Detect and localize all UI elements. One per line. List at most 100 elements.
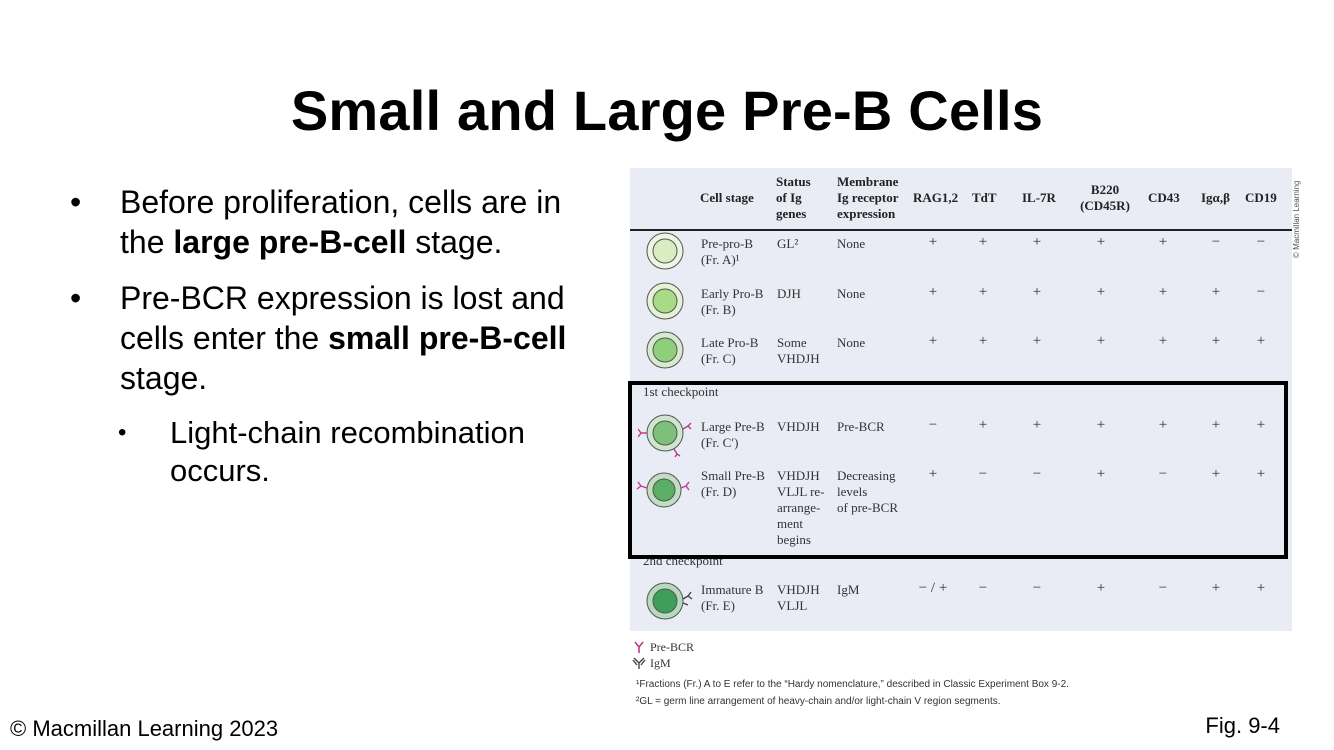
marker-value: + bbox=[1096, 580, 1106, 596]
cell-icon-pre-pro-b bbox=[646, 232, 684, 270]
marker-value: + bbox=[1096, 333, 1106, 349]
header-membrane-1: Membrane bbox=[837, 174, 899, 189]
marker-value: + bbox=[1211, 417, 1221, 433]
row-status-line: ment bbox=[777, 516, 803, 531]
marker-value: + bbox=[1096, 284, 1106, 300]
header-cell-stage: Cell stage bbox=[700, 190, 754, 205]
marker-value: + bbox=[1256, 333, 1266, 349]
header-b220-1: B220 bbox=[1090, 182, 1120, 197]
marker-value: − bbox=[928, 417, 938, 433]
marker-value: + bbox=[928, 234, 938, 250]
bullet-1: • Before proliferation, cells are in the… bbox=[70, 182, 610, 262]
header-b220-2: (CD45R) bbox=[1080, 198, 1130, 213]
header-cd19: CD19 bbox=[1245, 190, 1277, 205]
marker-value: − bbox=[978, 580, 988, 596]
cell-icon-late-pro-b bbox=[646, 331, 684, 369]
header-status-3: genes bbox=[776, 206, 807, 221]
row-status-line: VLJL re- bbox=[777, 484, 825, 499]
row-stage-line: Early Pro-B bbox=[701, 286, 764, 301]
header-il7r: IL-7R bbox=[1022, 190, 1056, 205]
bullet-dot: • bbox=[70, 280, 82, 316]
copyright: © Macmillan Learning 2023 bbox=[10, 716, 279, 741]
cell-icon-immature-b bbox=[646, 582, 693, 620]
row-status-line: VLJL bbox=[777, 598, 808, 613]
marker-value: + bbox=[1096, 234, 1106, 250]
marker-value: + bbox=[1032, 333, 1042, 349]
marker-value: − bbox=[1032, 466, 1042, 482]
marker-value: + bbox=[1096, 417, 1106, 433]
marker-value: + bbox=[1211, 284, 1221, 300]
row-membrane-line: Pre-BCR bbox=[837, 419, 885, 434]
bullet-2: • Pre-BCR expression is lost and cells e… bbox=[70, 278, 610, 398]
row-membrane: None bbox=[837, 335, 865, 351]
sub-bullet-1-text: Light-chain recombination occurs. bbox=[170, 415, 525, 488]
row-stage-line: Small Pre-B bbox=[701, 468, 765, 483]
marker-value: + bbox=[1211, 580, 1221, 596]
bullet-1-text-b: stage. bbox=[406, 224, 503, 260]
marker-value: + bbox=[1211, 333, 1221, 349]
marker-value: + bbox=[1032, 417, 1042, 433]
bullet-1-bold: large pre-B-cell bbox=[173, 224, 407, 260]
header-status-1: Status bbox=[776, 174, 811, 189]
row-status-line: VHDJH bbox=[777, 419, 820, 434]
row-status-line: begins bbox=[777, 532, 811, 547]
pre-bcr-legend-icon bbox=[634, 641, 644, 653]
marker-value: − bbox=[1032, 580, 1042, 596]
row-membrane-line: None bbox=[837, 335, 866, 350]
row-stage: Large Pre-B (Fr. C′) bbox=[701, 419, 765, 451]
side-credit: © Macmillan Learning bbox=[1292, 172, 1306, 262]
marker-value: + bbox=[1032, 234, 1042, 250]
marker-value: − bbox=[1158, 580, 1168, 596]
legend-igm: IgM bbox=[650, 656, 671, 670]
row-stage: Pre-pro-B (Fr. A)¹ bbox=[701, 236, 753, 268]
figure-number: Fig. 9-4 bbox=[1205, 713, 1280, 738]
row-stage-line: (Fr. C′) bbox=[701, 435, 739, 450]
header-cd43: CD43 bbox=[1148, 190, 1180, 205]
header-status: Status of Ig genes bbox=[776, 174, 811, 222]
row-status: GL² bbox=[777, 236, 798, 252]
marker-value: + bbox=[1096, 466, 1106, 482]
bullet-dot: • bbox=[70, 184, 82, 220]
marker-value: + bbox=[1256, 580, 1266, 596]
sub-bullet-1: • Light-chain recombination occurs. bbox=[70, 414, 610, 490]
marker-value: + bbox=[978, 284, 988, 300]
igm-legend-icon bbox=[632, 657, 646, 669]
row-status: VHDJH bbox=[777, 419, 820, 435]
cell-icon-large-pre-b bbox=[638, 414, 692, 458]
row-status-line: VHDJH bbox=[777, 582, 820, 597]
row-stage-line: (Fr. C) bbox=[701, 351, 736, 366]
row-stage: Early Pro-B (Fr. B) bbox=[701, 286, 763, 318]
marker-value: + bbox=[928, 284, 938, 300]
row-status: VHDJH VLJL re-arrange-ment begins bbox=[777, 468, 825, 548]
header-b220: B220 (CD45R) bbox=[1077, 182, 1133, 214]
marker-value: + bbox=[1256, 466, 1266, 482]
row-stage-line: (Fr. D) bbox=[701, 484, 737, 499]
bullet-2-text-b: stage. bbox=[120, 360, 208, 396]
row-status: VHDJH VLJL bbox=[777, 582, 820, 614]
bullet-list: • Before proliferation, cells are in the… bbox=[70, 182, 610, 490]
row-membrane: Pre-BCR bbox=[837, 419, 885, 435]
header-rag: RAG1,2 bbox=[913, 190, 959, 205]
marker-value: − bbox=[1211, 234, 1221, 250]
marker-value: + bbox=[1256, 417, 1266, 433]
cell-icon-small-pre-b bbox=[636, 472, 690, 508]
marker-value: − bbox=[1158, 466, 1168, 482]
checkpoint-1-label: 1st checkpoint bbox=[643, 384, 719, 399]
legend-pre-bcr: Pre-BCR bbox=[650, 640, 695, 654]
row-membrane-line: IgM bbox=[837, 582, 860, 597]
header-membrane: Membrane Ig receptor expression bbox=[837, 174, 898, 222]
row-stage-line: (Fr. E) bbox=[701, 598, 735, 613]
marker-value: + bbox=[978, 417, 988, 433]
marker-value: − / + bbox=[918, 580, 948, 596]
checkpoint-highlight-box bbox=[628, 381, 1288, 559]
bullet-2-text-a: Pre-BCR expression is lost and cells ent… bbox=[120, 280, 565, 356]
row-status: Some VHDJH bbox=[777, 335, 820, 367]
row-stage-line: Immature B bbox=[701, 582, 764, 597]
row-status: DJH bbox=[777, 286, 801, 302]
marker-value: + bbox=[978, 234, 988, 250]
marker-value: + bbox=[928, 333, 938, 349]
sub-bullet-dot: • bbox=[118, 419, 127, 446]
header-igab: Igα,β bbox=[1201, 190, 1230, 205]
footnote-2: ²GL = germ line arrangement of heavy-cha… bbox=[636, 696, 1001, 707]
row-membrane-line: Decreasing bbox=[837, 468, 896, 483]
